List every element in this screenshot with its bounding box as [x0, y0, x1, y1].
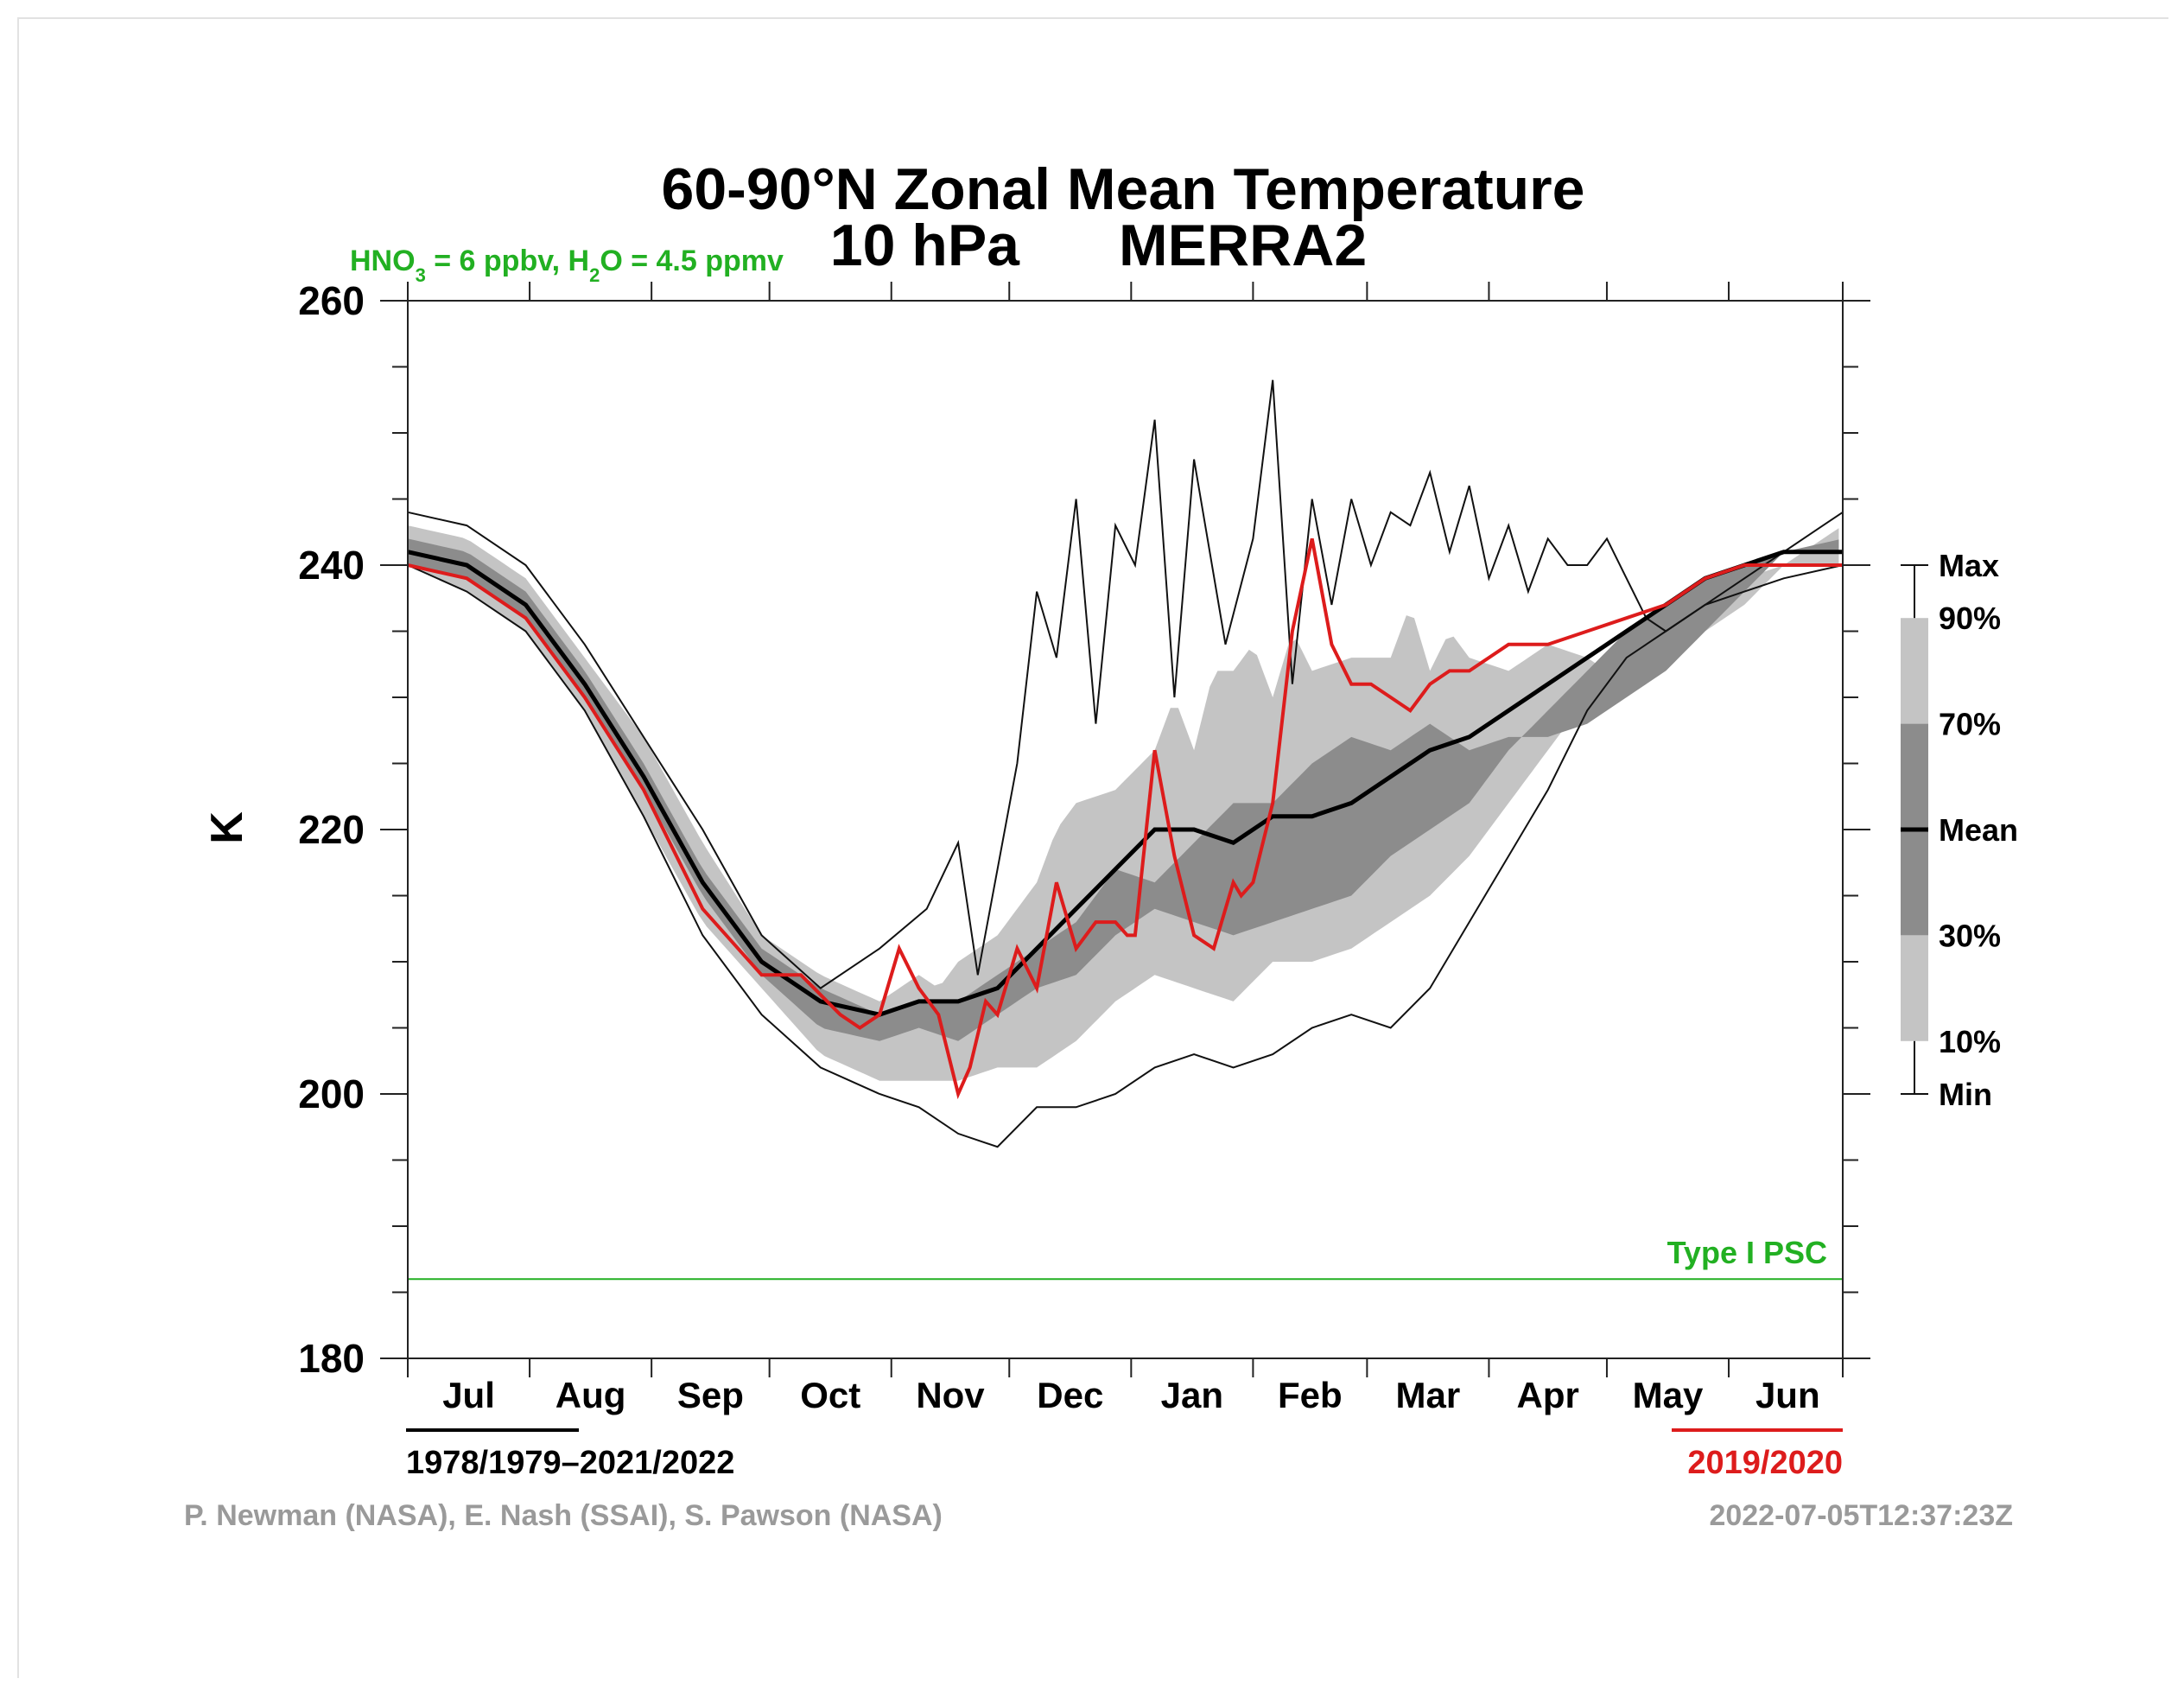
chart-subtitle-level: 10 hPa — [830, 213, 1020, 278]
x-tick-label-may: May — [1633, 1375, 1704, 1415]
legend-label: Min — [1939, 1077, 1992, 1112]
x-tick-label-aug: Aug — [556, 1375, 626, 1415]
legend-band-10-30 — [1901, 935, 1928, 1041]
legend: Max 90% 70% Mean 30% 10% Min — [1901, 548, 2018, 1112]
y-tick-label: 200 — [298, 1071, 365, 1116]
climatology-period-label: 1978/1979–2021/2022 — [406, 1445, 734, 1481]
psc-composition-note: HNO3 = 6 ppbv, H2O = 4.5 ppmv — [350, 245, 784, 286]
x-tick-label-mar: Mar — [1396, 1375, 1461, 1415]
series-line-mean — [407, 550, 1843, 1017]
series-line-max — [407, 379, 1844, 989]
legend-label: Mean — [1939, 812, 2018, 848]
psc-threshold: Type I PSC — [408, 1235, 1843, 1281]
band-10-90 — [408, 525, 1839, 1081]
legend-label: 90% — [1939, 601, 2001, 636]
x-axis-month-labels: Jul Aug Sep Oct Nov Dec Jan Feb Mar Apr May Jun — [407, 282, 1844, 1415]
x-tick-label-apr: Apr — [1517, 1375, 1579, 1415]
credits-label: P. Newman (NASA), E. Nash (SSAI), S. Paw… — [184, 1499, 943, 1532]
x-tick-label-nov: Nov — [916, 1375, 985, 1415]
psc-threshold-label: Type I PSC — [1667, 1235, 1827, 1270]
percentile-bands — [408, 525, 1839, 1081]
x-tick-label-jul: Jul — [442, 1375, 495, 1415]
y-axis-ticks: 180 200 220 240 260 — [298, 278, 1870, 1381]
x-tick-label-jan: Jan — [1161, 1375, 1223, 1415]
band-30-70 — [408, 538, 1839, 1041]
y-axis-label: K — [202, 811, 252, 844]
legend-label: 10% — [1939, 1024, 2001, 1059]
legend-label: Max — [1939, 548, 1999, 583]
highlight-year-label: 2019/2020 — [1687, 1445, 1843, 1481]
legend-label: 70% — [1939, 707, 2001, 742]
x-tick-label-oct: Oct — [800, 1375, 860, 1415]
series-lines — [407, 379, 1844, 1148]
y-tick-label: 260 — [298, 278, 365, 323]
x-tick-label-dec: Dec — [1037, 1375, 1103, 1415]
chart-title: 60-90°N Zonal Mean Temperature — [662, 156, 1585, 222]
y-tick-label: 240 — [298, 543, 365, 588]
y-tick-label: 180 — [298, 1336, 365, 1381]
y-tick-label: 220 — [298, 807, 365, 852]
series-line-2019-2020 — [407, 537, 1843, 1100]
x-tick-label-feb: Feb — [1278, 1375, 1343, 1415]
chart-frame — [17, 17, 2168, 1678]
legend-label: 30% — [1939, 918, 2001, 953]
chart-subtitle-dataset: MERRA2 — [1119, 213, 1367, 278]
x-tick-label-sep: Sep — [677, 1375, 744, 1415]
timestamp-label: 2022-07-05T12:37:23Z — [1709, 1499, 2013, 1532]
legend-band-70-90 — [1901, 618, 1928, 724]
x-tick-label-jun: Jun — [1755, 1375, 1820, 1415]
series-line-min — [407, 564, 1844, 1148]
